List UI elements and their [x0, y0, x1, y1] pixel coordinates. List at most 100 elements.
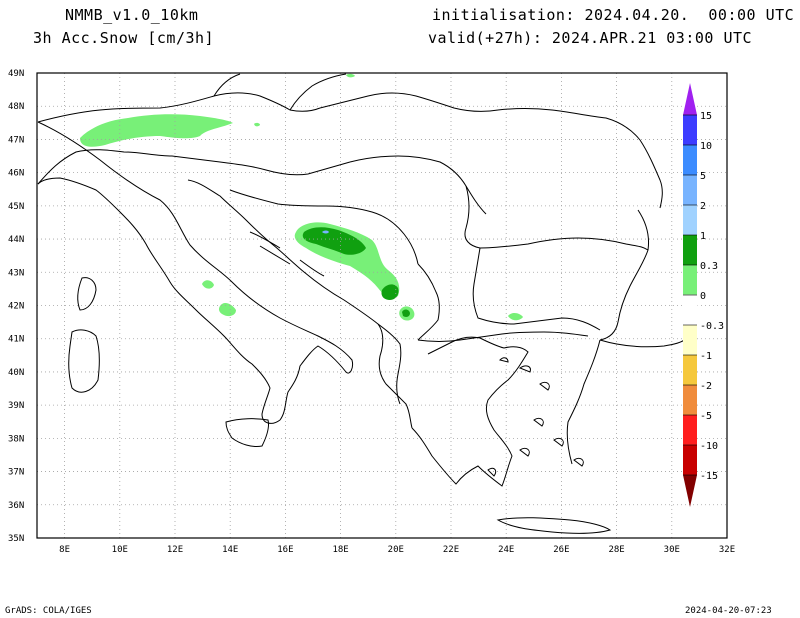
lon-label: 26E: [553, 545, 569, 555]
croatia-bosnia: [229, 189, 419, 265]
hungary-romania: [349, 155, 487, 215]
colorbar-segment: [683, 205, 697, 235]
colorbar-label: 5: [700, 171, 706, 182]
lon-label: 8E: [59, 545, 70, 555]
turkey-coast: [599, 339, 685, 348]
italy-coast: [37, 121, 353, 424]
danube-border: [464, 185, 649, 251]
colorbar-label: 0.3: [700, 261, 718, 272]
lat-label: 49N: [8, 69, 24, 79]
lat-label: 45N: [8, 202, 24, 212]
snow-dinaric-mid: [302, 227, 366, 255]
lat-label: 43N: [8, 268, 24, 278]
bulgaria-border: [472, 247, 601, 331]
lon-label: 18E: [332, 545, 348, 555]
field-name: 3h Acc.Snow [cm/3h]: [33, 29, 215, 47]
lon-label: 28E: [608, 545, 624, 555]
slovakia-border: [319, 92, 499, 112]
init-time: initialisation: 2024.04.20. 00:00 UTC: [432, 6, 795, 24]
lon-label: 24E: [498, 545, 514, 555]
sicily: [225, 418, 269, 447]
lat-label: 40N: [8, 368, 24, 378]
longitude-labels: 8E 10E 12E 14E 16E 18E 20E 22E 24E 26E 28E 30E 32E: [59, 545, 735, 555]
lat-label: 38N: [8, 434, 24, 444]
corsica: [77, 277, 97, 311]
colorbar-bottom-arrow: [683, 475, 697, 507]
lon-label: 12E: [167, 545, 183, 555]
lat-label: 41N: [8, 335, 24, 345]
map-frame: [36, 72, 728, 539]
colorbar-segment: [683, 145, 697, 175]
lon-label: 16E: [277, 545, 293, 555]
valid-time: valid(+27h): 2024.APR.21 03:00 UTC: [428, 29, 753, 47]
lat-label: 46N: [8, 169, 24, 179]
adriatic-east-coast: [187, 179, 413, 429]
colorbar-label: -5: [700, 411, 712, 422]
snow-poland-dot: [346, 73, 355, 78]
lon-label: 14E: [222, 545, 238, 555]
snow-alps-light: [80, 114, 233, 147]
lon-label: 22E: [443, 545, 459, 555]
aegean-islands: [487, 357, 584, 477]
lon-label: 10E: [112, 545, 128, 555]
lat-label: 48N: [8, 102, 24, 112]
colorbar-top-arrow: [683, 83, 697, 115]
colorbar-segment: [683, 355, 697, 385]
colorbar-label: -2: [700, 381, 712, 392]
snow-blue-spot: [322, 230, 329, 234]
footer-grads: GrADS: COLA/IGES: [5, 606, 92, 616]
colorbar-label: -10: [700, 441, 718, 452]
greece-north-border: [417, 331, 589, 342]
colorbar-segment: [683, 265, 697, 295]
colorbar-segment: [683, 415, 697, 445]
colorbar-label: 1: [700, 231, 706, 242]
footer-timestamp: 2024-04-20-07:23: [685, 606, 772, 616]
lon-label: 20E: [388, 545, 404, 555]
lat-label: 36N: [8, 501, 24, 511]
crete: [496, 517, 612, 534]
colorbar-segment: [683, 115, 697, 145]
lat-label: 39N: [8, 401, 24, 411]
snow-apennine-a: [202, 280, 214, 289]
sardinia: [68, 329, 100, 393]
colorbar-label: -0.3: [700, 321, 724, 332]
czech-border: [213, 73, 347, 111]
lat-label: 42N: [8, 302, 24, 312]
coastlines-borders: [37, 73, 685, 534]
colorbar-segment: [683, 385, 697, 415]
model-name: NMMB_v1.0_10km: [65, 6, 199, 24]
albania-border: [377, 323, 402, 405]
colorbar-segment: [683, 235, 697, 265]
lon-label: 30E: [664, 545, 680, 555]
dalmatian-islands: [249, 231, 325, 277]
colorbar-label: 0: [700, 291, 706, 302]
snow-montenegro-mid: [381, 284, 399, 300]
colorbar-label: -1: [700, 351, 712, 362]
snow-bulgaria-light: [508, 313, 523, 321]
lat-label: 44N: [8, 235, 24, 245]
latitude-labels: 49N 48N 47N 46N 45N 44N 43N 42N 41N 40N 39N 38N 37N 3…: [8, 69, 24, 544]
colorbar-label: 15: [700, 111, 712, 122]
turkey-aegean: [566, 339, 601, 465]
colorbar-segment: [683, 325, 697, 355]
black-sea-west: [599, 209, 649, 341]
serbia-border: [417, 263, 440, 341]
colorbar-segment: [682, 294, 698, 326]
lat-label: 47N: [8, 135, 24, 145]
colorbar: 15 10 5 2 1 0.3 0 -0.3 -1 -2 -5 -10 -15: [682, 83, 724, 507]
graticule: [37, 73, 727, 538]
lon-label: 32E: [719, 545, 735, 555]
romania-north: [497, 108, 663, 209]
colorbar-segment: [683, 175, 697, 205]
colorbar-label: -15: [700, 471, 718, 482]
lat-label: 35N: [8, 534, 24, 544]
lat-label: 37N: [8, 468, 24, 478]
colorbar-label: 2: [700, 201, 706, 212]
snow-areas: [80, 73, 523, 321]
alps-border: [37, 149, 351, 185]
snow-apennine-b: [218, 303, 236, 317]
colorbar-segment: [683, 445, 697, 475]
colorbar-label: 10: [700, 141, 712, 152]
snow-albania-mid: [402, 309, 410, 317]
